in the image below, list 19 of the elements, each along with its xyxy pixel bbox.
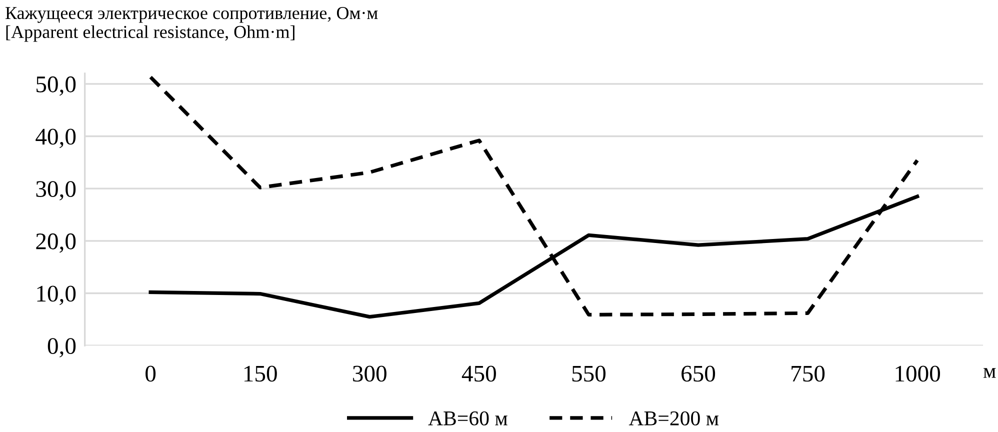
- x-axis-title: м: [984, 368, 996, 378]
- y-tick-label: 50,0: [36, 76, 76, 96]
- y-tick-label: 30,0: [36, 181, 76, 200]
- legend-label: AB=200 м: [628, 411, 719, 426]
- x-tick-label: 150: [244, 366, 277, 382]
- x-tick-label: 650: [682, 366, 716, 382]
- legend-label: AB=60 м: [428, 411, 508, 426]
- x-tick-label: 300: [353, 366, 386, 382]
- x-tick-label: 0: [146, 366, 156, 382]
- y-tick-label: 20,0: [36, 233, 76, 253]
- chart-title: Кажущееся электрическое сопротивление, Ом·м [Apparent electrical resistance, Ohm·m]: [6, 7, 378, 42]
- line-series: [148, 75, 920, 317]
- y-tick-label: 10,0: [37, 286, 76, 306]
- x-tick-label: 750: [792, 366, 825, 382]
- x-tick-label: 1000: [896, 366, 940, 382]
- x-tick-label: 450: [462, 366, 496, 382]
- y-tick-label: 40,0: [36, 128, 76, 148]
- x-tick-label: 550: [572, 366, 606, 382]
- y-tick-label: 0,0: [48, 338, 76, 358]
